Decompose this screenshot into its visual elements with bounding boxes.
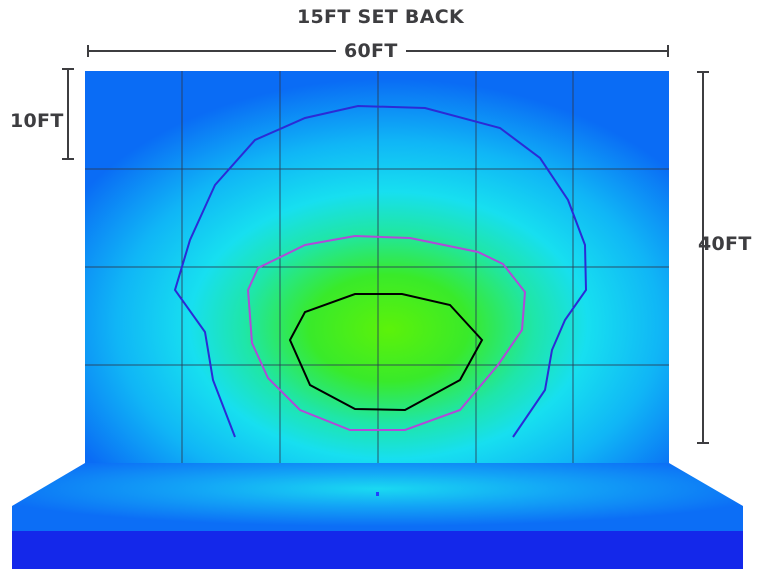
grid-cell-label: 10FT [10, 110, 64, 132]
contour-middle [246, 234, 527, 431]
height-dimension [697, 71, 709, 444]
grid-cell-dimension [62, 68, 74, 160]
diagram-title: 15FT SET BACK [297, 6, 464, 28]
width-label: 60FT [336, 40, 406, 62]
height-label: 40FT [698, 233, 752, 255]
contour-inner [288, 293, 484, 412]
floor-front-edge [12, 531, 743, 569]
contour-outer [173, 104, 588, 438]
floor-surface [12, 463, 743, 531]
grid [85, 71, 669, 463]
floor-marker [376, 492, 379, 496]
